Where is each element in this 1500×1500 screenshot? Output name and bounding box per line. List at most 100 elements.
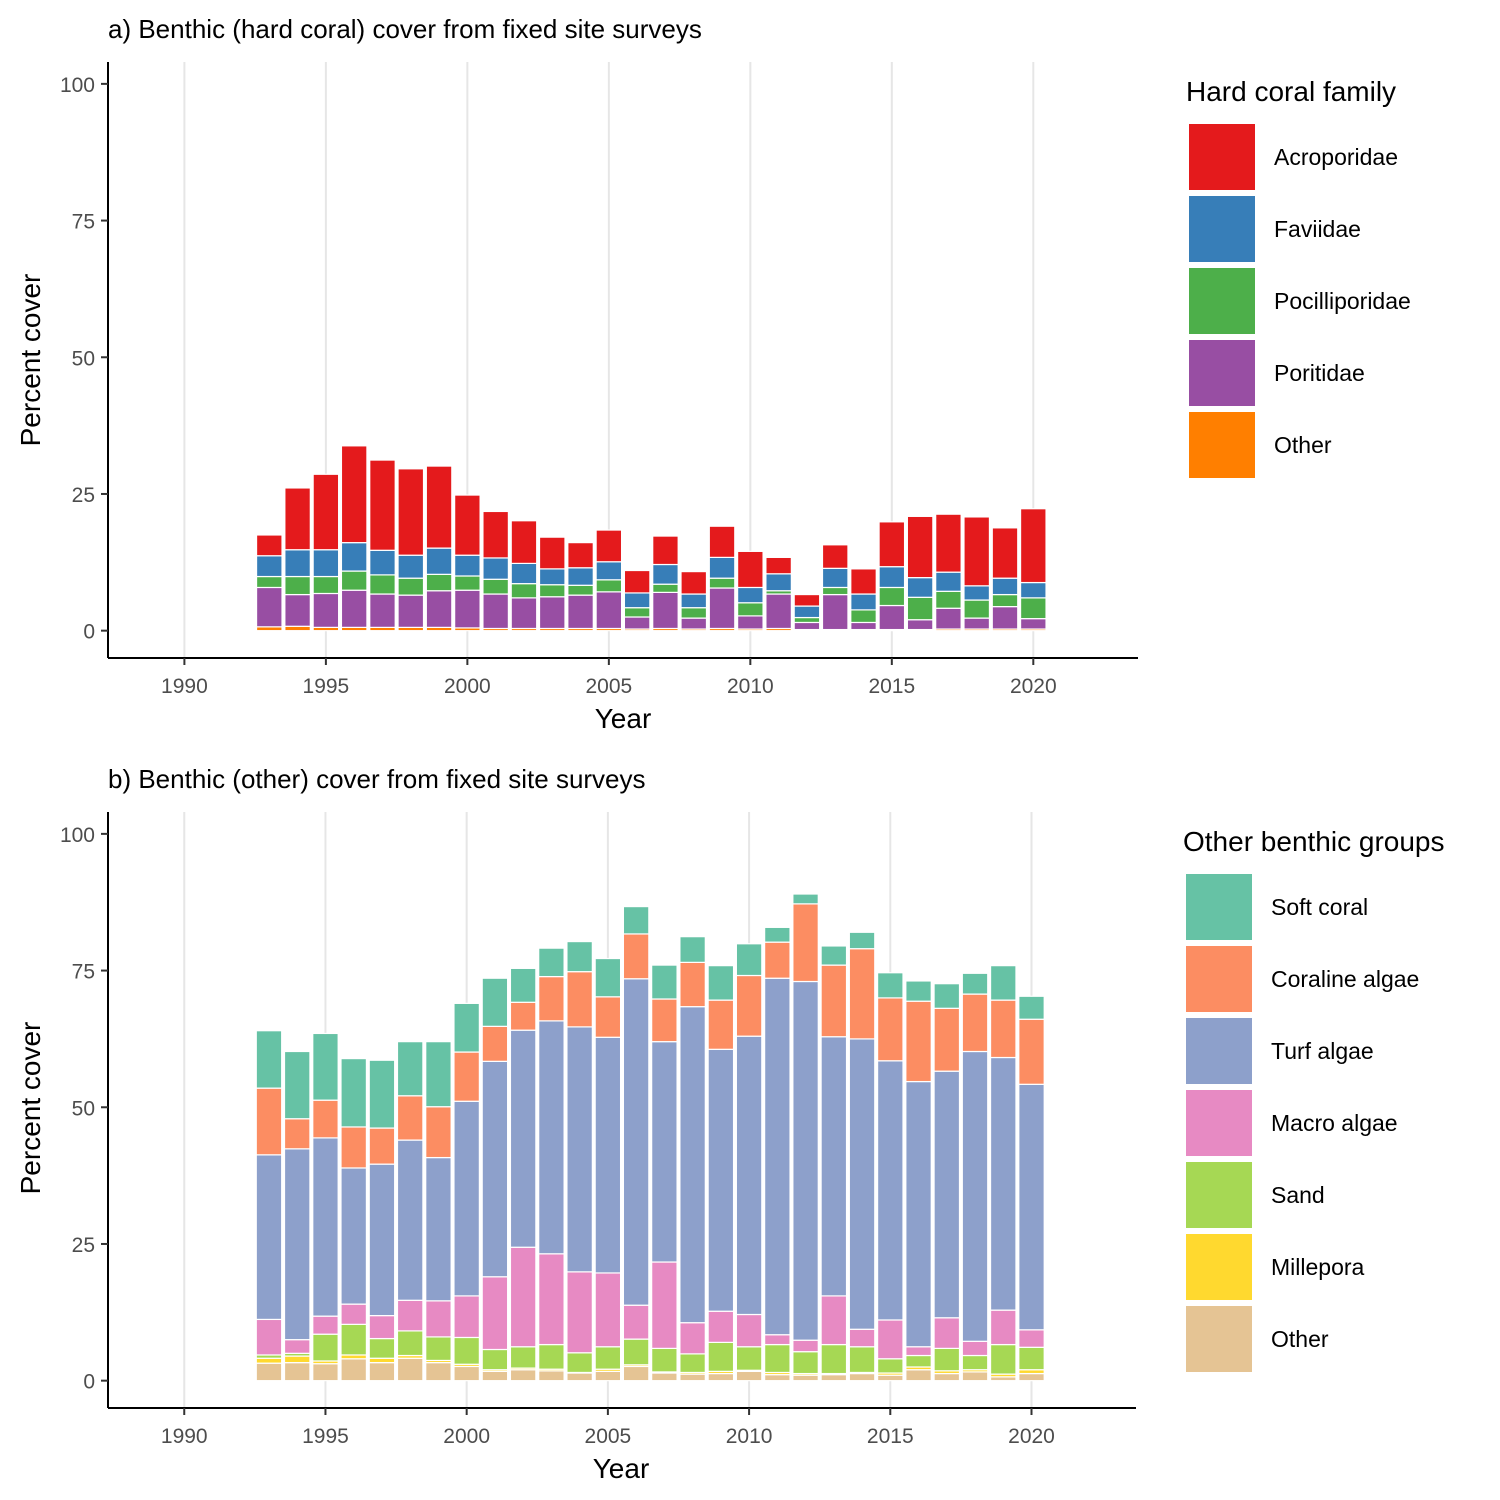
bar-2012-sand — [792, 1351, 819, 1375]
bar-2010-other — [735, 1370, 763, 1382]
bar-1993-faviidae — [255, 555, 283, 578]
bar-2007-soft-coral — [651, 964, 678, 1000]
bar-2020-coraline-algae — [1018, 1018, 1045, 1085]
bar-1994-acroporidae — [284, 487, 311, 551]
bar-2002-other — [509, 1369, 537, 1382]
bar-2002-macro-algae — [509, 1246, 537, 1348]
bars — [255, 893, 1045, 1382]
bar-1996-turf-algae — [340, 1167, 368, 1305]
bar-2015-poritidae — [878, 604, 906, 631]
x-tick-label-2015: 2015 — [868, 675, 915, 698]
bar-2004-other — [566, 1372, 593, 1382]
bar-2020-sand — [1018, 1346, 1045, 1371]
bar-1995-soft-coral — [312, 1032, 339, 1101]
bar-2009-poritidae — [708, 587, 736, 630]
bar-2016-soft-coral — [905, 980, 932, 1002]
bar-2011-turf-algae — [764, 977, 791, 1336]
bar-1995-faviidae — [312, 549, 340, 578]
x-tick-label-1995: 1995 — [303, 675, 350, 698]
bar-1993-millepora — [255, 1357, 283, 1364]
bar-2015-acroporidae — [878, 521, 906, 568]
bar-1998-macro-algae — [396, 1299, 424, 1332]
bar-2012-soft-coral — [792, 893, 819, 905]
y-tick-label-100: 100 — [60, 824, 95, 847]
bar-1995-other — [312, 1363, 339, 1382]
bar-1993-soft-coral — [255, 1030, 283, 1089]
chart-title: b) Benthic (other) cover from fixed site… — [108, 764, 646, 794]
bar-2019-faviidae — [991, 577, 1019, 596]
bar-2001-faviidae — [482, 557, 509, 580]
bar-2020-poritidae — [1019, 618, 1047, 630]
x-axis-title: Year — [595, 703, 652, 734]
bar-1996-coraline-algae — [340, 1126, 368, 1169]
y-tick-label-75: 75 — [72, 961, 95, 984]
legend-key-other — [1186, 1306, 1252, 1372]
bar-2008-faviidae — [680, 593, 708, 609]
bar-2001-coraline-algae — [481, 1025, 509, 1062]
bar-1999-sand — [425, 1336, 452, 1362]
bar-2008-coraline-algae — [679, 961, 706, 1008]
bar-2005-other — [594, 1370, 622, 1382]
bar-1999-faviidae — [425, 547, 453, 575]
bar-2010-macro-algae — [735, 1313, 763, 1348]
bar-2020-macro-algae — [1018, 1329, 1045, 1348]
legend-label-soft-coral: Soft coral — [1271, 894, 1368, 920]
bar-2000-pocilliporidae — [454, 575, 481, 591]
bar-2013-coraline-algae — [820, 964, 848, 1038]
bar-2002-acroporidae — [510, 520, 538, 565]
bar-1999-poritidae — [425, 590, 453, 628]
bar-2008-macro-algae — [679, 1322, 706, 1355]
x-axis-title: Year — [593, 1453, 650, 1484]
y-axis-title: Percent cover — [15, 1022, 46, 1195]
bar-2011-soft-coral — [764, 926, 791, 943]
bar-1997-pocilliporidae — [369, 574, 396, 595]
bar-2018-faviidae — [963, 585, 991, 601]
grid-lines — [183, 62, 1035, 658]
legend-key-coraline-algae — [1186, 946, 1252, 1012]
bar-2007-other — [651, 1372, 678, 1382]
bar-2017-soft-coral — [933, 983, 961, 1009]
bar-1997-poritidae — [369, 593, 396, 628]
bar-1996-other — [340, 1358, 368, 1382]
bar-2008-sand — [679, 1353, 706, 1374]
bar-2006-sand — [622, 1338, 650, 1366]
bar-2015-pocilliporidae — [878, 586, 906, 607]
bar-2000-faviidae — [454, 554, 481, 577]
bar-2000-macro-algae — [453, 1295, 480, 1339]
bar-2016-faviidae — [906, 577, 934, 598]
axes: 1990 1995 2000 2005 2010 2015 2020 0 25 50 75 100 — [60, 62, 1138, 698]
bar-2012-acroporidae — [793, 593, 821, 607]
bar-2016-pocilliporidae — [906, 596, 934, 621]
bar-2014-other — [848, 1372, 876, 1382]
bar-2009-faviidae — [708, 556, 736, 579]
bar-2001-acroporidae — [482, 510, 509, 559]
bar-2014-soft-coral — [848, 931, 876, 950]
y-tick-label-50: 50 — [72, 347, 95, 370]
bar-2004-poritidae — [567, 594, 594, 630]
bar-2006-acroporidae — [623, 569, 651, 594]
bar-2009-pocilliporidae — [708, 577, 736, 589]
bar-2012-other — [792, 1374, 819, 1382]
bar-2003-pocilliporidae — [538, 584, 566, 598]
bar-2005-pocilliporidae — [595, 579, 623, 593]
legend-key-acroporidae — [1189, 124, 1255, 190]
legend-key-millepora — [1186, 1234, 1252, 1300]
y-tick-label-25: 25 — [72, 484, 95, 507]
bar-1999-turf-algae — [425, 1156, 452, 1302]
bar-2006-turf-algae — [622, 978, 650, 1306]
bar-1996-sand — [340, 1323, 368, 1356]
bar-1994-other — [283, 1362, 311, 1382]
bar-2008-acroporidae — [680, 571, 708, 595]
bar-2003-poritidae — [538, 596, 566, 630]
axes: 1990 1995 2000 2005 2010 2015 2020 0 25 50 75 100 — [60, 812, 1136, 1448]
bar-2018-soft-coral — [961, 972, 989, 995]
bar-2006-pocilliporidae — [623, 607, 651, 618]
legend-key-other — [1189, 412, 1255, 478]
bar-2000-turf-algae — [453, 1100, 480, 1297]
bar-2019-turf-algae — [989, 1056, 1017, 1311]
bar-1997-millepora — [368, 1357, 396, 1364]
bar-1995-acroporidae — [312, 473, 340, 551]
bar-2019-acroporidae — [991, 527, 1019, 579]
bar-2001-poritidae — [482, 593, 509, 630]
bar-1993-coraline-algae — [255, 1087, 283, 1156]
